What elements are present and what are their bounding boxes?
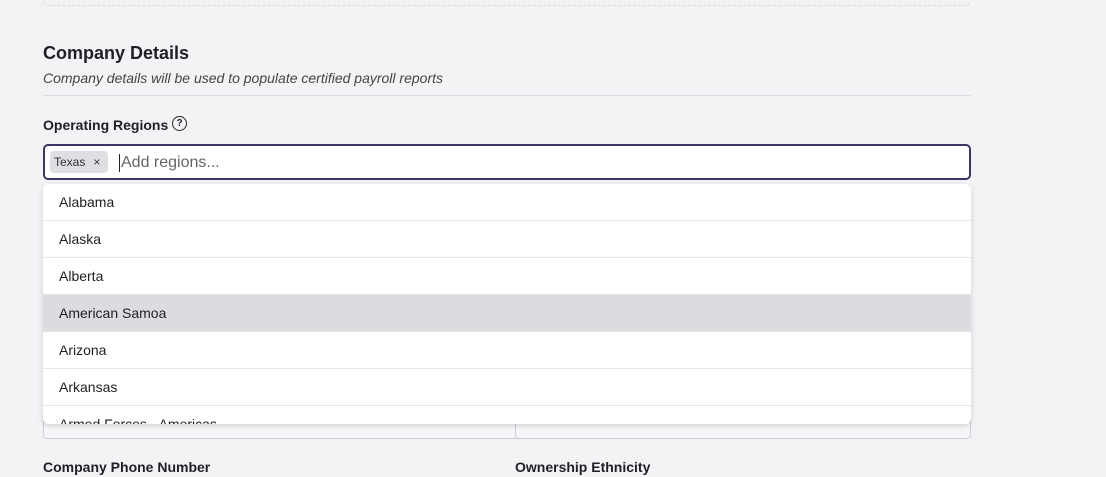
- dropdown-option[interactable]: Arkansas: [43, 369, 971, 406]
- placeholder[interactable]: Add regions...: [119, 154, 220, 172]
- chip-remove[interactable]: ×: [93, 155, 101, 169]
- field-label: Operating Regions: [43, 117, 169, 133]
- dropdown-option[interactable]: Alaska: [43, 221, 971, 258]
- help-icon[interactable]: ?: [172, 116, 187, 131]
- dropdown-option[interactable]: Alabama: [43, 184, 971, 221]
- dropdown-option[interactable]: Alberta: [43, 258, 971, 295]
- chip-label: Texas: [54, 155, 86, 169]
- field-label: Ownership Ethnicity: [515, 459, 651, 475]
- previous-section: [43, 0, 971, 6]
- selected-chip: Texas ×: [50, 151, 109, 173]
- divider: [43, 95, 971, 96]
- dropdown-option[interactable]: Armed Forces - Americas: [43, 406, 971, 424]
- field-label: Company Phone Number: [43, 459, 211, 475]
- dropdown-option[interactable]: American Samoa: [43, 295, 971, 332]
- section-title: Company Details: [43, 43, 190, 63]
- section-subtitle: Company details will be used to populate…: [43, 70, 443, 86]
- dropdown-menu: Alabama Alaska Alberta American Samoa Arizon…: [43, 184, 971, 424]
- region-input[interactable]: Texas × Add regions...: [43, 144, 971, 180]
- dropdown-option[interactable]: Arizona: [43, 332, 971, 369]
